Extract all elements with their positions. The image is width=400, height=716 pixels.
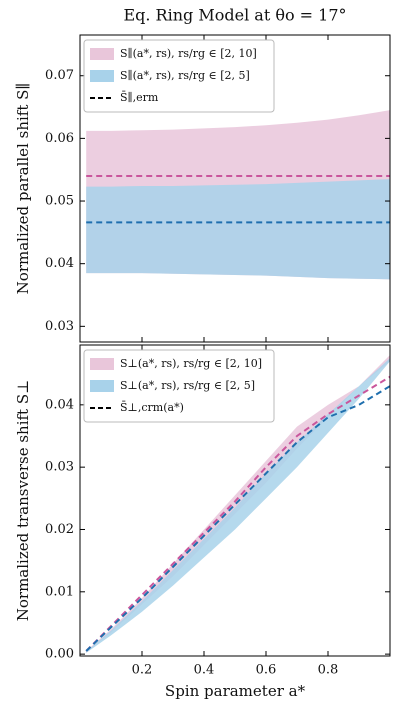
y-tick-label: 0.07 [45,68,74,83]
dashed-line [85,385,390,652]
y-tick-label: 0.03 [45,319,74,334]
plot-frame [79,344,391,657]
y-tick-label: 0.00 [45,647,74,662]
y-axis-label: Normalized transverse shift S⊥ [14,380,32,622]
legend-label: S⊥(a*, rs), rs/rg ∈ [2, 10] [120,357,262,370]
y-tick-label: 0.04 [45,397,74,412]
x-tick-label: 0.6 [256,663,277,678]
y-tick-label: 0.01 [45,584,74,599]
y-tick-label: 0.02 [45,522,74,537]
dashed-line [85,375,390,652]
chart-title: Eq. Ring Model at θo = 17° [123,6,346,25]
plot-area [86,110,390,280]
plot-frame [79,34,391,343]
y-tick-label: 0.05 [45,194,74,209]
x-axis-label: Spin parameter a* [165,682,306,700]
legend-box [83,39,275,113]
legend-swatch [90,358,114,370]
y-tick-label: 0.06 [45,131,74,146]
plot-area [85,354,390,653]
legend-label: S⊥(a*, rs), rs/rg ∈ [2, 5] [120,379,255,392]
legend-label: S̄∥,erm [120,91,159,104]
legend-box [83,349,275,423]
y-tick-label: 0.04 [45,256,74,271]
x-tick-label: 0.2 [132,663,153,678]
legend-label: S∥(a*, rs), rs/rg ∈ [2, 10] [120,47,257,60]
x-tick-label: 0.4 [194,663,215,678]
y-axis-label: Normalized parallel shift S∥ [14,83,32,295]
legend-label: S̄⊥,crm(a*) [120,401,184,414]
x-tick-label: 0.8 [318,663,339,678]
legend-label: S∥(a*, rs), rs/rg ∈ [2, 5] [120,69,250,82]
band [86,358,390,653]
legend-swatch [90,380,114,392]
legend-swatch [90,70,114,82]
y-tick-label: 0.03 [45,460,74,475]
band [86,179,390,280]
legend-swatch [90,48,114,60]
